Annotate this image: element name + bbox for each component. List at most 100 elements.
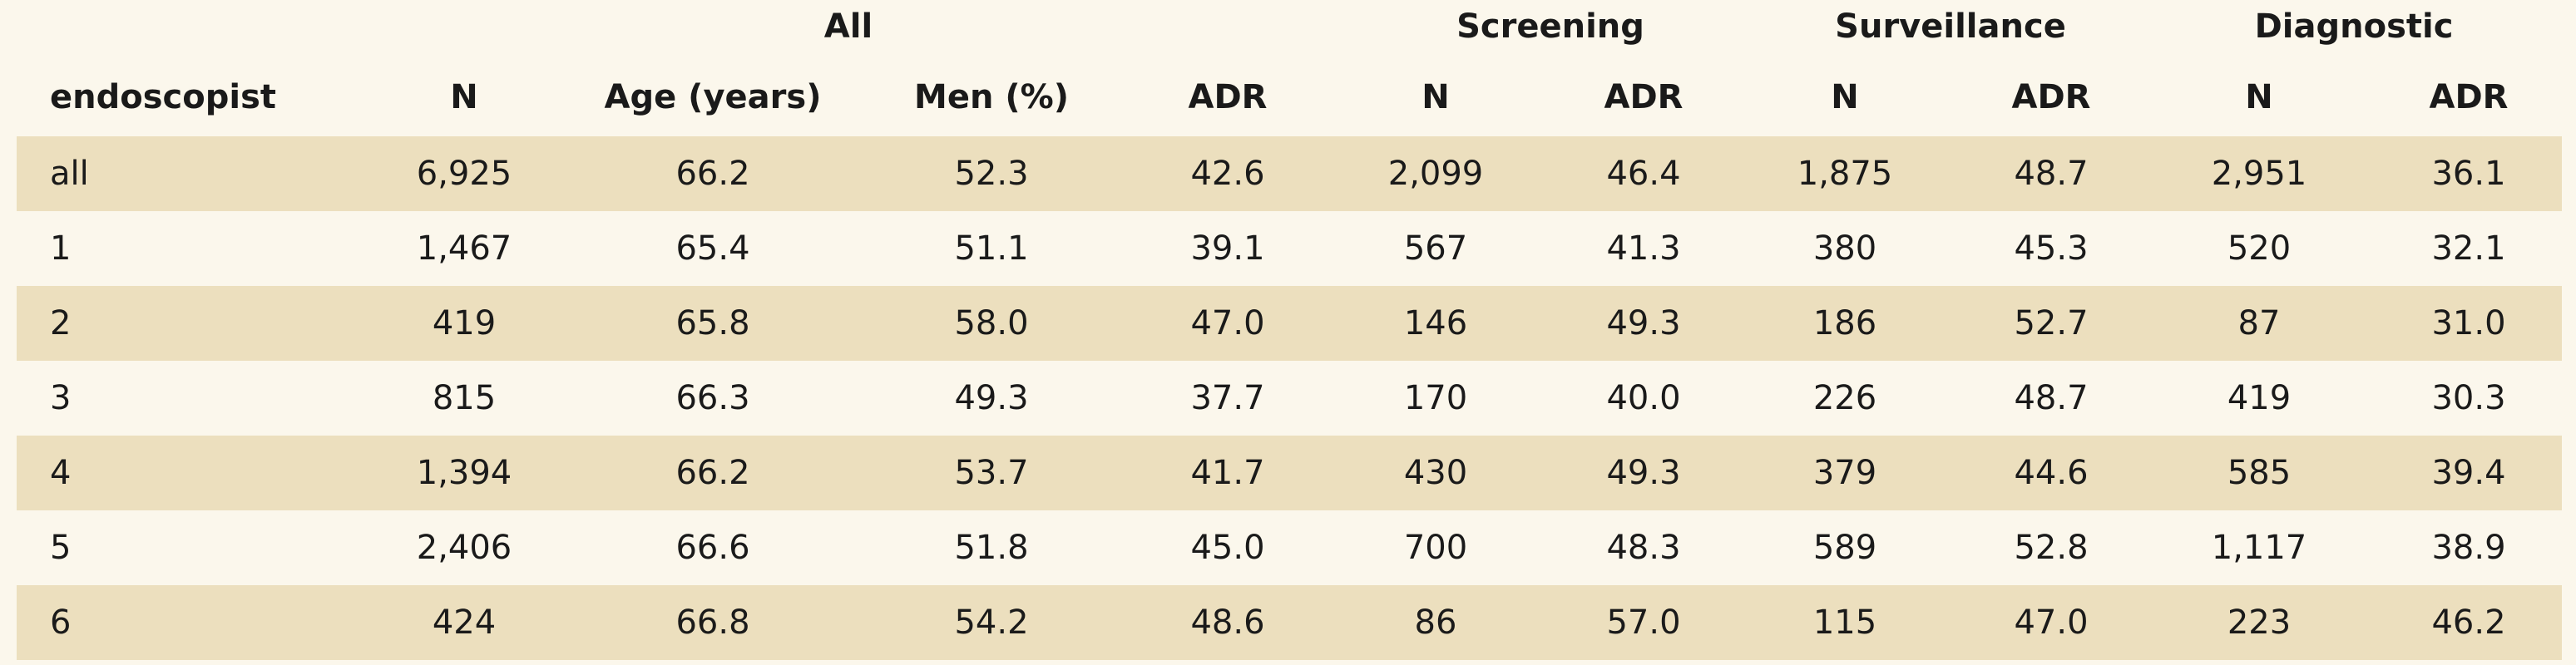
column-header: ADR <box>2011 78 2091 116</box>
column-header: ADR <box>1604 78 1684 116</box>
column-header: N <box>1831 78 1859 116</box>
column-header-row: endoscopist N Age (years) Men (%) ADR N … <box>17 60 2562 135</box>
table-row: all 6,925 66.2 52.3 42.6 2,099 46.4 1,87… <box>17 136 2562 211</box>
table-cell: 52.7 <box>2014 304 2089 342</box>
table-cell: 585 <box>2227 454 2292 492</box>
table-cell: 419 <box>432 304 497 342</box>
table-cell: 700 <box>1403 529 1468 567</box>
table-cell: 49.3 <box>1606 304 1681 342</box>
group-header-surveillance: Surveillance <box>1835 7 2066 46</box>
table-cell: 379 <box>1812 454 1877 492</box>
table-cell: 65.8 <box>675 304 750 342</box>
table-cell: 45.3 <box>2014 229 2089 268</box>
table-cell: 2,951 <box>2211 155 2307 193</box>
table-cell: 48.6 <box>1190 603 1265 642</box>
table-cell: 520 <box>2227 229 2292 268</box>
group-header-all: All <box>823 7 873 46</box>
table-cell: 37.7 <box>1190 379 1265 417</box>
column-header: ADR <box>1188 78 1268 116</box>
table-cell: 115 <box>1812 603 1877 642</box>
table-cell: 3 <box>50 379 72 417</box>
table-cell: 58.0 <box>954 304 1029 342</box>
table-cell: all <box>50 155 89 193</box>
table-cell: 52.8 <box>2014 529 2089 567</box>
table-cell: 1,117 <box>2211 529 2307 567</box>
table-cell: 57.0 <box>1606 603 1681 642</box>
table-cell: 48.3 <box>1606 529 1681 567</box>
table-cell: 5 <box>50 529 72 567</box>
table-cell: 66.8 <box>675 603 750 642</box>
table-cell: 38.9 <box>2431 529 2506 567</box>
table-cell: 589 <box>1812 529 1877 567</box>
table-cell: 6,925 <box>416 155 512 193</box>
table-cell: 49.3 <box>954 379 1029 417</box>
table-cell: 51.8 <box>954 529 1029 567</box>
table-cell: 66.6 <box>675 529 750 567</box>
table-cell: 54.2 <box>954 603 1029 642</box>
group-header-diagnostic: Diagnostic <box>2254 7 2454 46</box>
table-cell: 380 <box>1812 229 1877 268</box>
table-cell: 66.2 <box>675 155 750 193</box>
table-cell: 48.7 <box>2014 155 2089 193</box>
column-header: N <box>450 78 478 116</box>
table-cell: 86 <box>1414 603 1457 642</box>
table-cell: 31.0 <box>2431 304 2506 342</box>
table-cell: 1 <box>50 229 72 268</box>
table-cell: 42.6 <box>1190 155 1265 193</box>
group-header-screening: Screening <box>1456 7 1644 46</box>
column-header: N <box>1421 78 1450 116</box>
table-row: 1 1,467 65.4 51.1 39.1 567 41.3 380 45.3… <box>17 211 2562 286</box>
table-cell: 45.0 <box>1190 529 1265 567</box>
column-header: ADR <box>2429 78 2509 116</box>
table-cell: 567 <box>1403 229 1468 268</box>
table-cell: 30.3 <box>2431 379 2506 417</box>
table-cell: 47.0 <box>2014 603 2089 642</box>
table-cell: 48.7 <box>2014 379 2089 417</box>
table-cell: 1,394 <box>416 454 512 492</box>
table-cell: 53.7 <box>954 454 1029 492</box>
table-cell: 170 <box>1403 379 1468 417</box>
table-cell: 419 <box>2227 379 2292 417</box>
table-cell: 1,875 <box>1797 155 1893 193</box>
table-cell: 39.4 <box>2431 454 2506 492</box>
column-header: Men (%) <box>914 78 1069 116</box>
table-cell: 2 <box>50 304 72 342</box>
table-row: 2 419 65.8 58.0 47.0 146 49.3 186 52.7 8… <box>17 286 2562 361</box>
column-header: endoscopist <box>50 78 276 116</box>
table-cell: 2,099 <box>1387 155 1484 193</box>
table-row: 6 424 66.8 54.2 48.6 86 57.0 115 47.0 22… <box>17 585 2562 660</box>
table-cell: 6 <box>50 603 72 642</box>
table-row: 3 815 66.3 49.3 37.7 170 40.0 226 48.7 4… <box>17 361 2562 436</box>
table-cell: 146 <box>1403 304 1468 342</box>
table-cell: 815 <box>432 379 497 417</box>
table-cell: 223 <box>2227 603 2292 642</box>
table-cell: 52.3 <box>954 155 1029 193</box>
table-cell: 40.0 <box>1606 379 1681 417</box>
table-cell: 430 <box>1403 454 1468 492</box>
table-cell: 49.3 <box>1606 454 1681 492</box>
table-cell: 66.2 <box>675 454 750 492</box>
table-cell: 424 <box>432 603 497 642</box>
table-cell: 46.2 <box>2431 603 2506 642</box>
table-cell: 1,467 <box>416 229 512 268</box>
table-cell: 44.6 <box>2014 454 2089 492</box>
table-row: 4 1,394 66.2 53.7 41.7 430 49.3 379 44.6… <box>17 436 2562 510</box>
table-cell: 186 <box>1812 304 1877 342</box>
table-cell: 41.7 <box>1190 454 1265 492</box>
table-cell: 39.1 <box>1190 229 1265 268</box>
table-cell: 32.1 <box>2431 229 2506 268</box>
group-header-row: All Screening Surveillance Diagnostic <box>17 2 2562 52</box>
table-cell: 46.4 <box>1606 155 1681 193</box>
table-cell: 66.3 <box>675 379 750 417</box>
table-cell: 41.3 <box>1606 229 1681 268</box>
table-cell: 2,406 <box>416 529 512 567</box>
table-cell: 87 <box>2237 304 2281 342</box>
column-header: Age (years) <box>604 78 822 116</box>
table-cell: 51.1 <box>954 229 1029 268</box>
table-cell: 65.4 <box>675 229 750 268</box>
table-cell: 47.0 <box>1190 304 1265 342</box>
table-cell: 226 <box>1812 379 1877 417</box>
table-cell: 4 <box>50 454 72 492</box>
table-cell: 36.1 <box>2431 155 2506 193</box>
